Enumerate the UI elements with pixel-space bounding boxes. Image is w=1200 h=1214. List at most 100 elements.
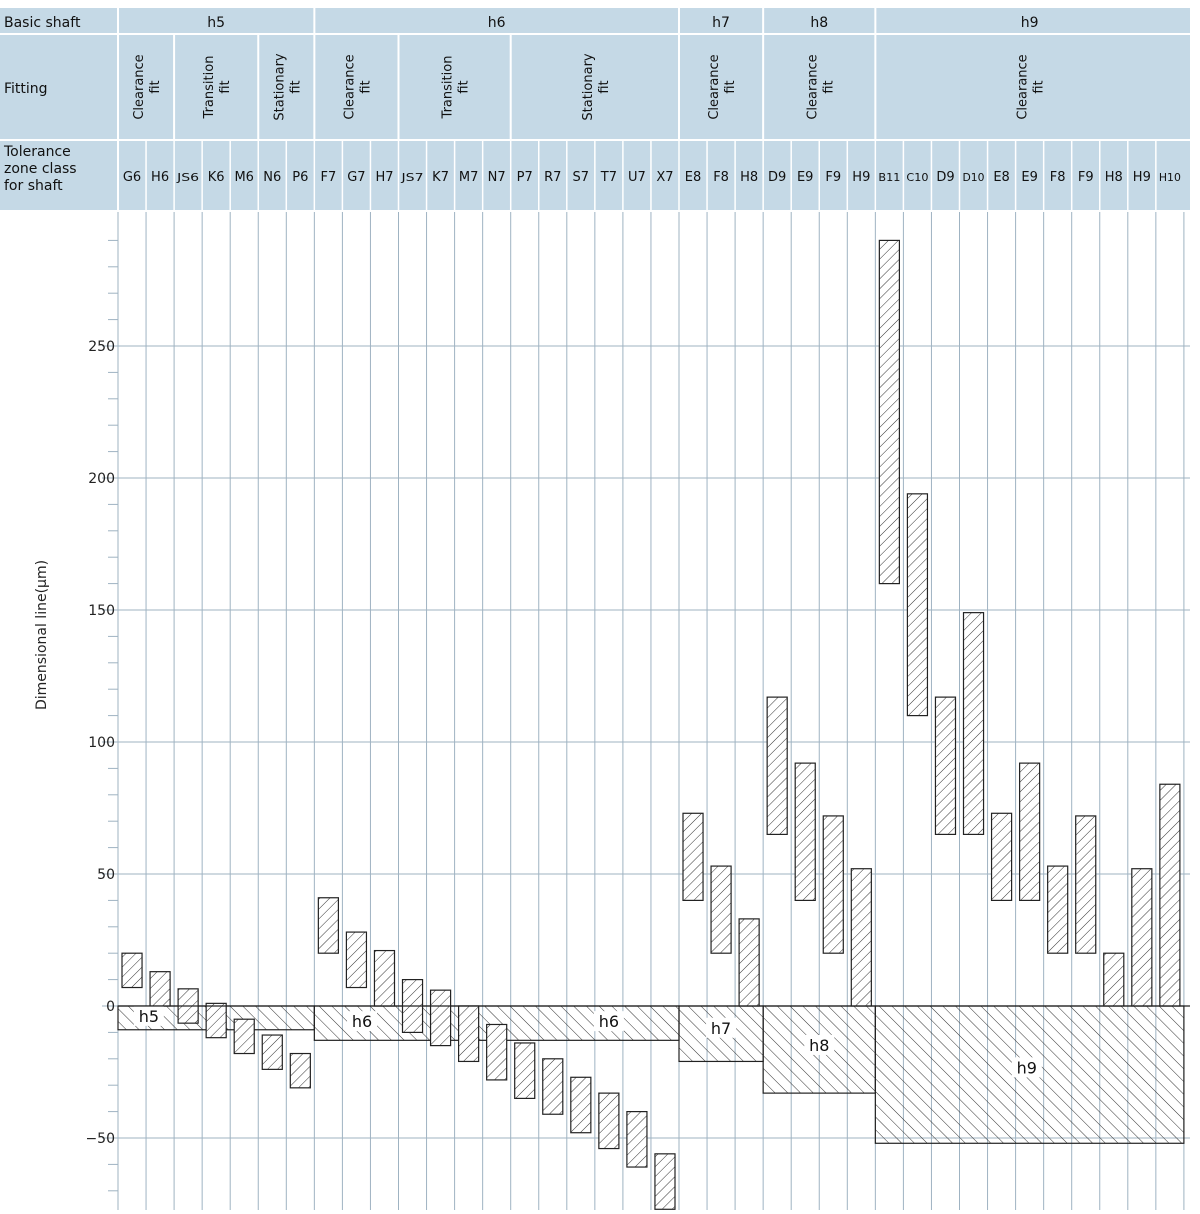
plot-area: −50 0 50 100 150 200 250 Dimensional line(μm) h5… [34, 212, 1190, 1210]
y-tick-label: −50 [85, 1131, 115, 1147]
bar-e9 [794, 762, 816, 901]
zone-label-h6: h6 [352, 1012, 372, 1031]
fitting-label: Stationary fit [272, 53, 303, 121]
fitting-label-line1: Clearance [707, 54, 722, 119]
bar-c10 [906, 493, 929, 717]
fitting-label: Clearance fit [1016, 54, 1047, 119]
header-fitting-label: Fitting [4, 81, 48, 97]
group-label: h9 [1021, 15, 1039, 31]
fitting-label-line2: fit [723, 80, 738, 93]
class-label-g6: G6 [123, 170, 141, 185]
y-axis-label: Dimensional line(μm) [34, 560, 50, 710]
zone-label-h5: h5 [139, 1007, 159, 1026]
fitting-label: Clearance fit [707, 54, 738, 119]
fitting-label: Clearance fit [805, 54, 836, 119]
class-label-h7: H7 [375, 170, 393, 185]
class-label-t7: T7 [600, 170, 617, 185]
bar-e9 [1018, 762, 1041, 901]
fitting-label-line2: fit [597, 80, 612, 93]
y-tick-label: 100 [88, 735, 115, 751]
bar-p7 [514, 1042, 536, 1099]
zone-label-bg [347, 1011, 378, 1032]
zone-label-h8: h8 [809, 1036, 829, 1055]
class-label-m7: M7 [459, 170, 479, 185]
bar-h10 [1159, 783, 1181, 1007]
class-label-k6: K6 [208, 170, 225, 185]
class-label-h8: H8 [740, 170, 758, 185]
bar-h8 [738, 918, 760, 1007]
bar-p6 [289, 1052, 311, 1089]
class-label-e8: E8 [993, 170, 1010, 185]
bar-k7 [429, 989, 452, 1047]
class-label-f7: F7 [321, 170, 337, 185]
zone-label-bg [593, 1011, 624, 1032]
bar-x7 [654, 1153, 676, 1210]
fitting-label: Clearance fit [132, 54, 163, 119]
bar-d10 [962, 612, 985, 836]
bar-k6 [205, 1002, 227, 1039]
class-label-js7: JS7 [400, 171, 423, 184]
class-label-m6: M6 [234, 170, 254, 185]
class-label-g7: G7 [347, 170, 365, 185]
fitting-label-line2: fit [218, 80, 233, 93]
y-tick-label: 50 [97, 867, 115, 883]
fitting-label-line1: Transition [202, 56, 217, 120]
fitting-label-line1: Clearance [1016, 54, 1031, 119]
bar-h8 [1103, 952, 1125, 1007]
class-label-p7: P7 [517, 170, 533, 185]
class-label-h6: H6 [151, 170, 169, 185]
fitting-label-line2: fit [457, 80, 472, 93]
y-tick-label: 0 [106, 999, 115, 1015]
zone-label-bg [133, 1005, 164, 1026]
class-label-f8: F8 [713, 170, 729, 185]
bar-d9 [766, 696, 788, 835]
bar-h7 [373, 949, 396, 1007]
fitting-label-line1: Clearance [805, 54, 820, 119]
class-label-x7: X7 [656, 170, 673, 185]
class-label-n6: N6 [263, 170, 281, 185]
class-label-r7: R7 [544, 170, 561, 185]
fitting-label-line1: Transition [441, 56, 456, 120]
y-tick-label: 200 [88, 471, 115, 487]
bar-f9 [1075, 815, 1097, 954]
header-basic-shaft-label: Basic shaft [4, 15, 81, 31]
class-label-b11: B11 [878, 171, 900, 184]
class-label-k7: K7 [432, 170, 449, 185]
bar-f9 [822, 815, 844, 954]
zone-label-bg [706, 1017, 737, 1038]
y-tick-label: 150 [88, 603, 115, 619]
class-label-js6: JS6 [176, 171, 199, 184]
bar-e8 [682, 812, 704, 902]
bar-f8 [710, 865, 732, 954]
class-label-d9: D9 [936, 170, 954, 185]
fitting-label-line2: fit [821, 80, 836, 93]
header-tolerance-label: zone class [4, 161, 77, 177]
bar-t7 [598, 1092, 620, 1150]
bar-m7 [458, 1005, 480, 1063]
class-label-n7: N7 [488, 170, 506, 185]
group-label: h7 [712, 15, 730, 31]
fitting-label-line2: fit [148, 80, 163, 93]
bar-n6 [261, 1034, 283, 1070]
class-label-h9: H9 [852, 170, 870, 185]
bar-s7 [570, 1076, 592, 1134]
group-label: h6 [488, 15, 506, 31]
class-label-e8: E8 [685, 170, 702, 185]
class-label-e9: E9 [797, 170, 814, 185]
class-label-d10: D10 [963, 171, 985, 184]
fitting-label-line1: Clearance [342, 54, 357, 119]
bar-g7 [345, 931, 368, 989]
class-label-f9: F9 [825, 170, 841, 185]
class-label-h8: H8 [1105, 170, 1123, 185]
header-tolerance-label: for shaft [4, 178, 63, 194]
bar-d9 [934, 696, 957, 835]
bar-e8 [990, 812, 1013, 902]
class-label-h9: H9 [1133, 170, 1151, 185]
y-axis-label-group: Dimensional line(μm) [34, 560, 50, 710]
bar-h9 [1131, 868, 1153, 1007]
bar-h6 [149, 971, 171, 1007]
class-label-d9: D9 [768, 170, 786, 185]
bar-r7 [542, 1058, 564, 1115]
zone-label-h6: h6 [599, 1012, 619, 1031]
